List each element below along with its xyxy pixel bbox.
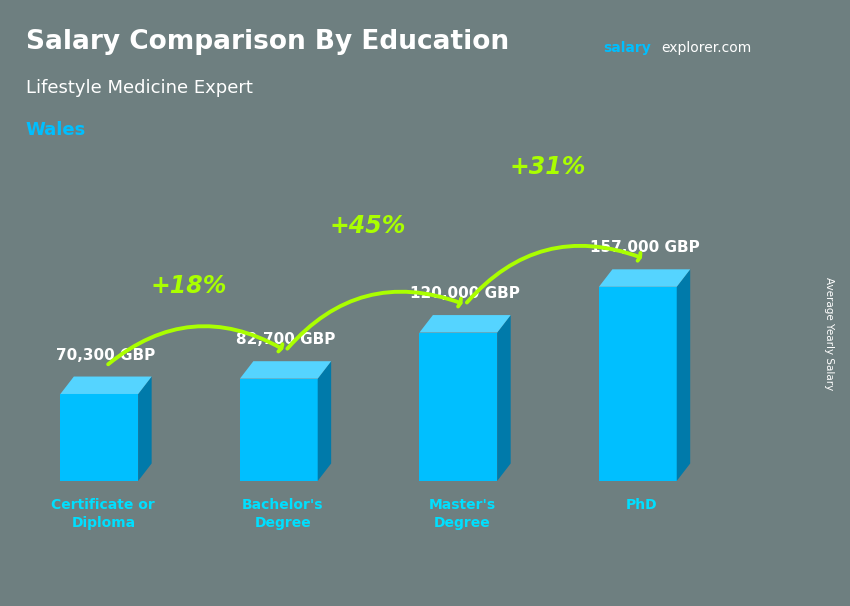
Polygon shape [318,361,332,481]
Polygon shape [599,287,677,481]
Text: 82,700 GBP: 82,700 GBP [235,332,335,347]
Text: PhD: PhD [626,498,658,513]
Text: 157,000 GBP: 157,000 GBP [590,241,700,255]
Text: 70,300 GBP: 70,300 GBP [56,348,156,362]
Text: Bachelor's
Degree: Bachelor's Degree [242,498,324,530]
Polygon shape [419,315,511,333]
Polygon shape [240,361,332,379]
Text: Salary Comparison By Education: Salary Comparison By Education [26,28,508,55]
Text: salary: salary [604,41,651,55]
Text: Certificate or
Diploma: Certificate or Diploma [52,498,156,530]
Polygon shape [419,333,497,481]
Polygon shape [240,379,318,481]
Text: +18%: +18% [150,275,226,298]
Text: Master's
Degree: Master's Degree [428,498,496,530]
Text: Wales: Wales [26,121,86,139]
Text: explorer.com: explorer.com [661,41,751,55]
Polygon shape [677,269,690,481]
Polygon shape [60,376,151,394]
Polygon shape [139,376,151,481]
Text: Average Yearly Salary: Average Yearly Salary [824,277,834,390]
Text: Lifestyle Medicine Expert: Lifestyle Medicine Expert [26,79,252,97]
Polygon shape [497,315,511,481]
Polygon shape [599,269,690,287]
Polygon shape [60,394,139,481]
Text: 120,000 GBP: 120,000 GBP [410,286,520,301]
Text: +45%: +45% [330,215,406,238]
Text: +31%: +31% [509,155,586,179]
